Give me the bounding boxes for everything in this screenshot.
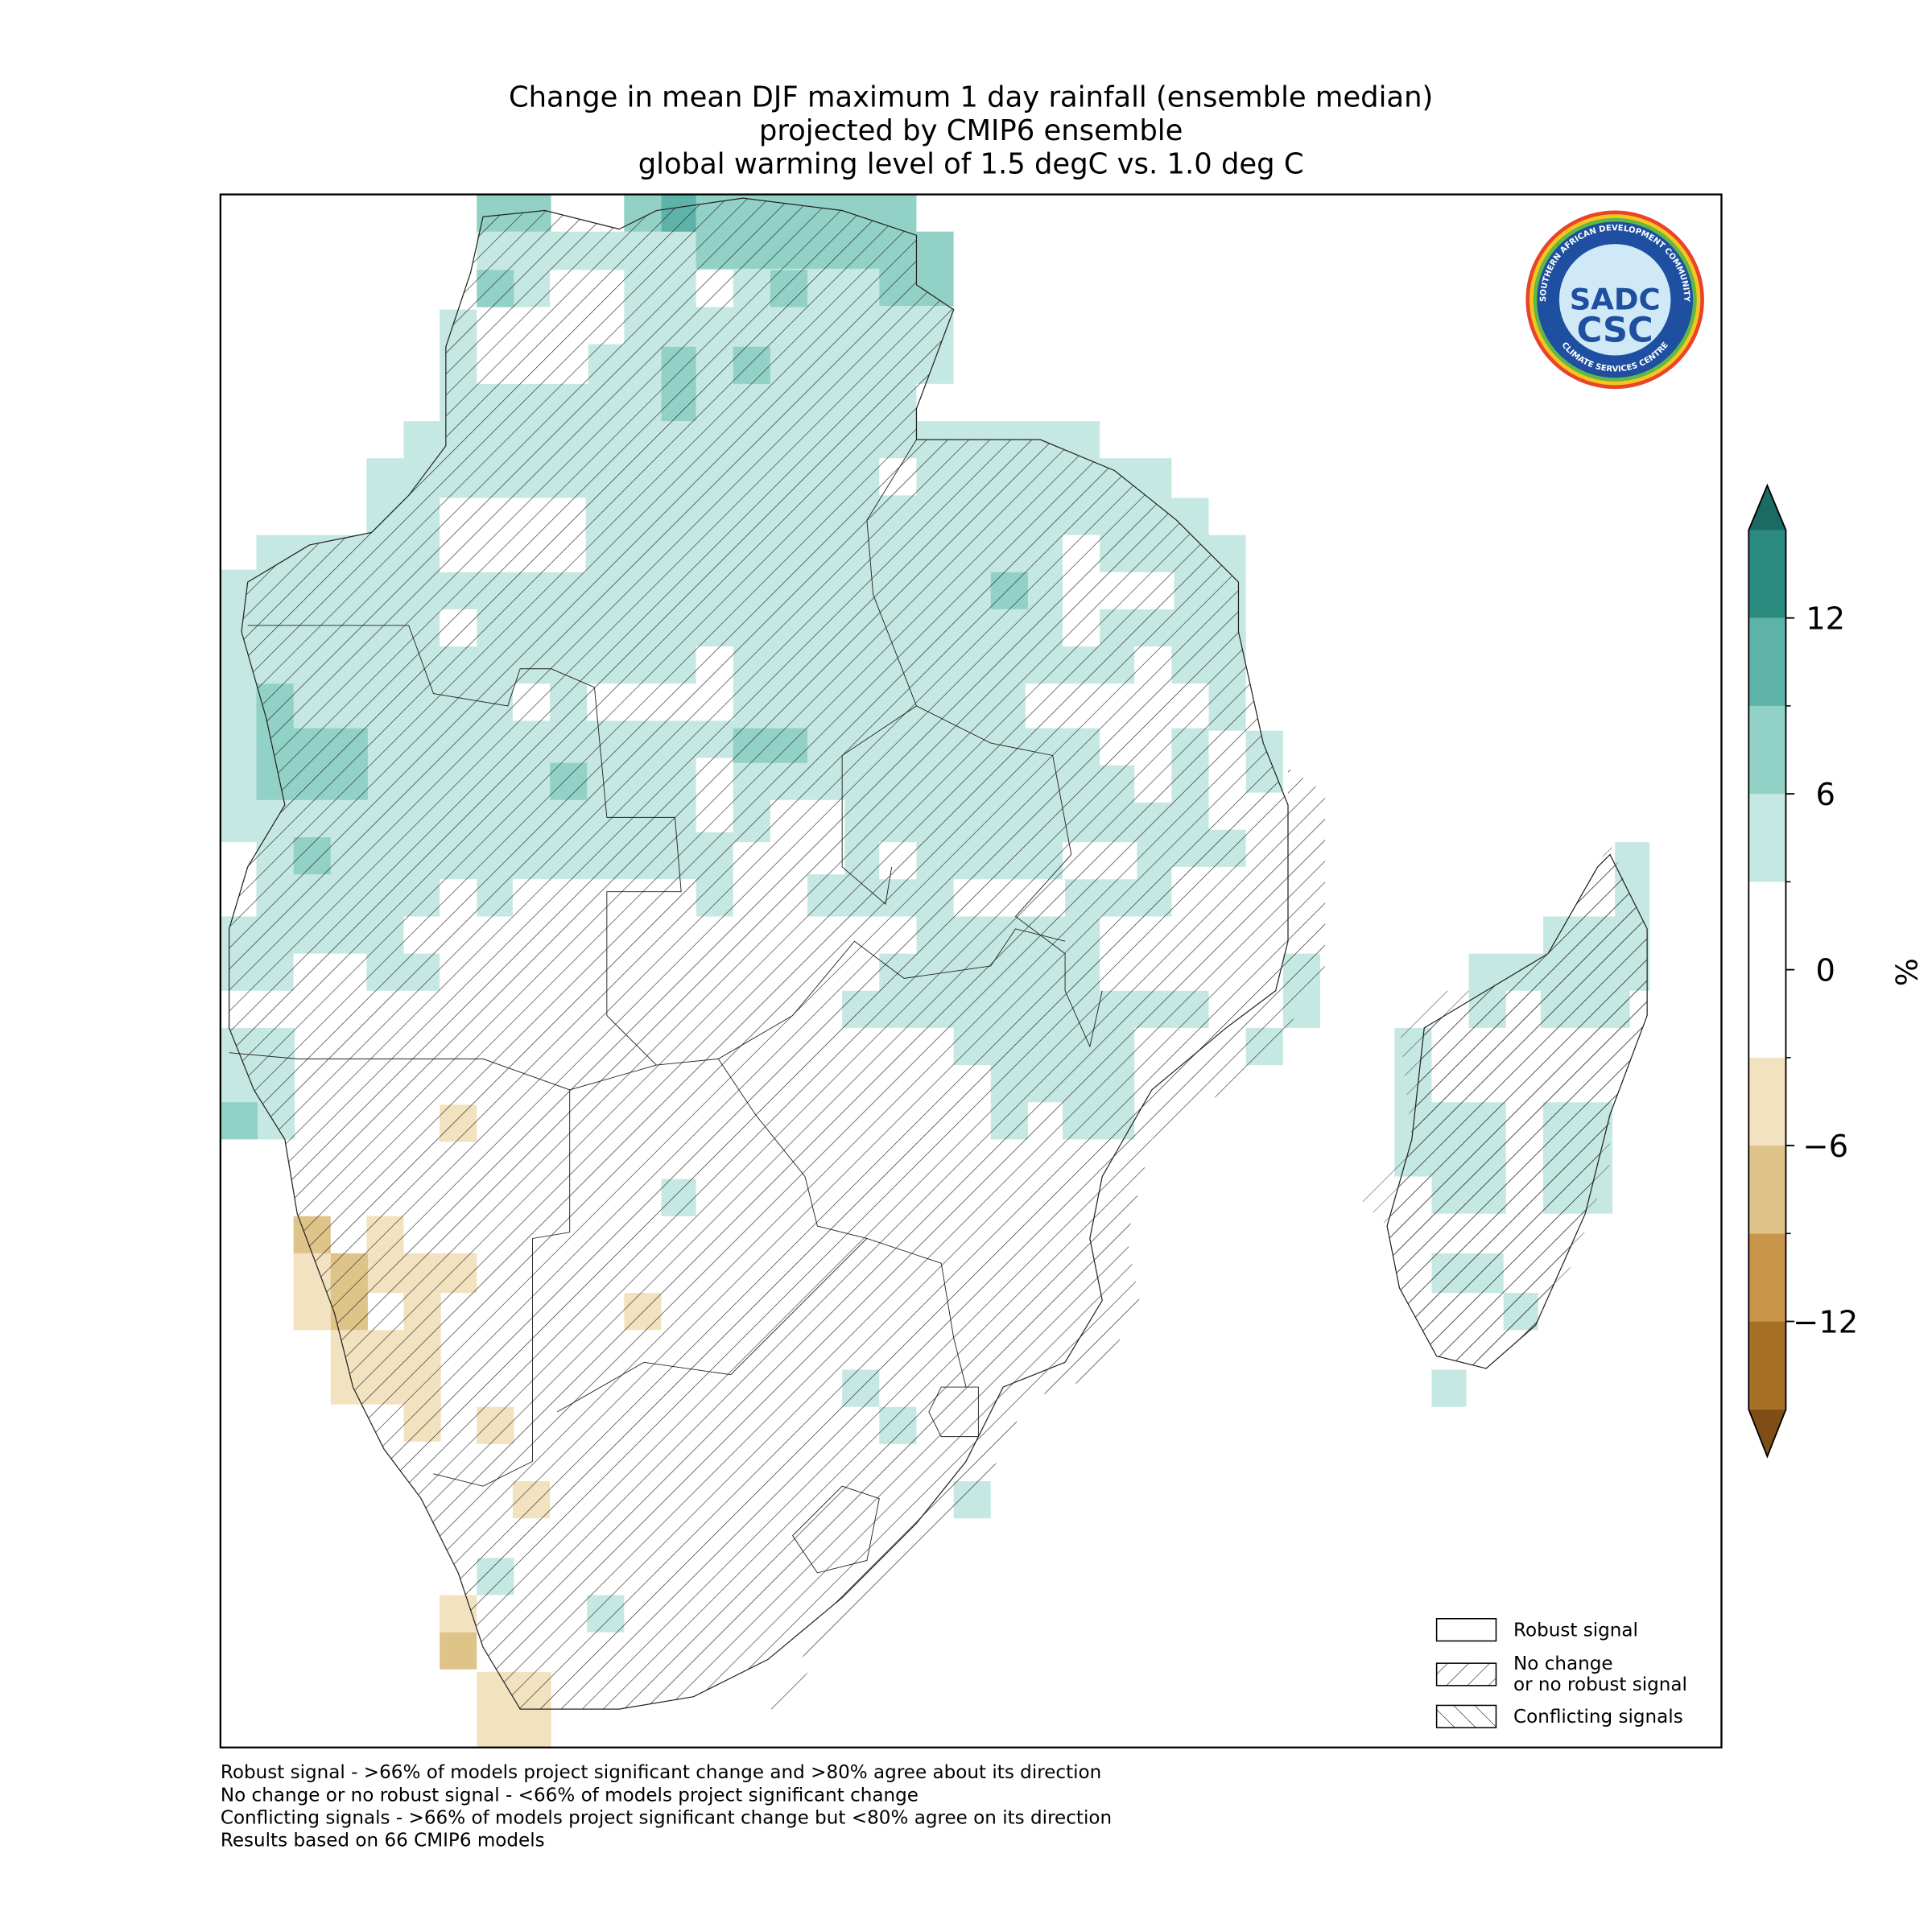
cell bbox=[1431, 1369, 1467, 1407]
colorbar-outline bbox=[1748, 483, 1787, 1459]
title: Change in mean DJF maximum 1 day rainfal… bbox=[509, 80, 1433, 180]
footnotes: Robust signal - >66% of models project s… bbox=[221, 1762, 1112, 1851]
title-line: Change in mean DJF maximum 1 day rainfal… bbox=[509, 80, 1433, 114]
legend-swatch bbox=[1435, 1662, 1497, 1686]
title-line: global warming level of 1.5 degC vs. 1.0… bbox=[638, 147, 1304, 180]
map-frame bbox=[219, 193, 1723, 1748]
colorbar-tick-label: 6 bbox=[1815, 777, 1835, 813]
logo-acronym-top: SADC bbox=[1570, 283, 1661, 317]
legend-swatch bbox=[1435, 1618, 1497, 1642]
colorbar-bin bbox=[1748, 1321, 1786, 1410]
legend-label: Conflicting signals bbox=[1513, 1707, 1683, 1728]
footnote: No change or no robust signal - <66% of … bbox=[221, 1785, 919, 1806]
title-line: projected by CMIP6 ensemble bbox=[759, 114, 1183, 147]
colorbar-bin bbox=[1748, 969, 1786, 1058]
footnote: Results based on 66 CMIP6 models bbox=[221, 1831, 545, 1852]
colorbar-bin bbox=[1748, 705, 1786, 795]
logo: SOUTHERN AFRICAN DEVELOPMENT COMMUNITY C… bbox=[1525, 210, 1704, 390]
colorbar-extend-low bbox=[1748, 1409, 1786, 1457]
colorbar-bin bbox=[1748, 1146, 1786, 1234]
colorbar-extend-high bbox=[1748, 485, 1786, 530]
footnote: Conflicting signals - >66% of models pro… bbox=[221, 1808, 1112, 1829]
coastal-hatching bbox=[1362, 842, 1648, 1368]
legend-label: Robust signal bbox=[1513, 1620, 1638, 1641]
colorbar-tick-label: 12 bbox=[1806, 601, 1845, 638]
colorbar-tick-label: −6 bbox=[1802, 1129, 1848, 1165]
colorbar-bin bbox=[1748, 1233, 1786, 1322]
colorbar-tick-label: 0 bbox=[1815, 952, 1835, 989]
legend: Robust signal No change or no robust signa… bbox=[1435, 1618, 1687, 1728]
legend-swatch bbox=[1435, 1704, 1497, 1728]
colorbar-label: % bbox=[1890, 958, 1925, 986]
colorbar-bin bbox=[1748, 530, 1786, 618]
colorbar: −12 −6 0 6 12% bbox=[1748, 483, 1925, 1459]
colorbar-bin bbox=[1748, 617, 1786, 706]
colorbar-tick-label: −12 bbox=[1793, 1304, 1858, 1340]
footnote: Robust signal - >66% of models project s… bbox=[221, 1762, 1101, 1783]
colorbar-bin bbox=[1748, 794, 1786, 882]
colorbar-bin bbox=[1748, 881, 1786, 970]
borders bbox=[229, 439, 1103, 1574]
legend-label: No change or no robust signal bbox=[1513, 1653, 1687, 1695]
colorbar-bin bbox=[1748, 1057, 1786, 1146]
logo-acronym-bottom: CSC bbox=[1577, 311, 1653, 351]
